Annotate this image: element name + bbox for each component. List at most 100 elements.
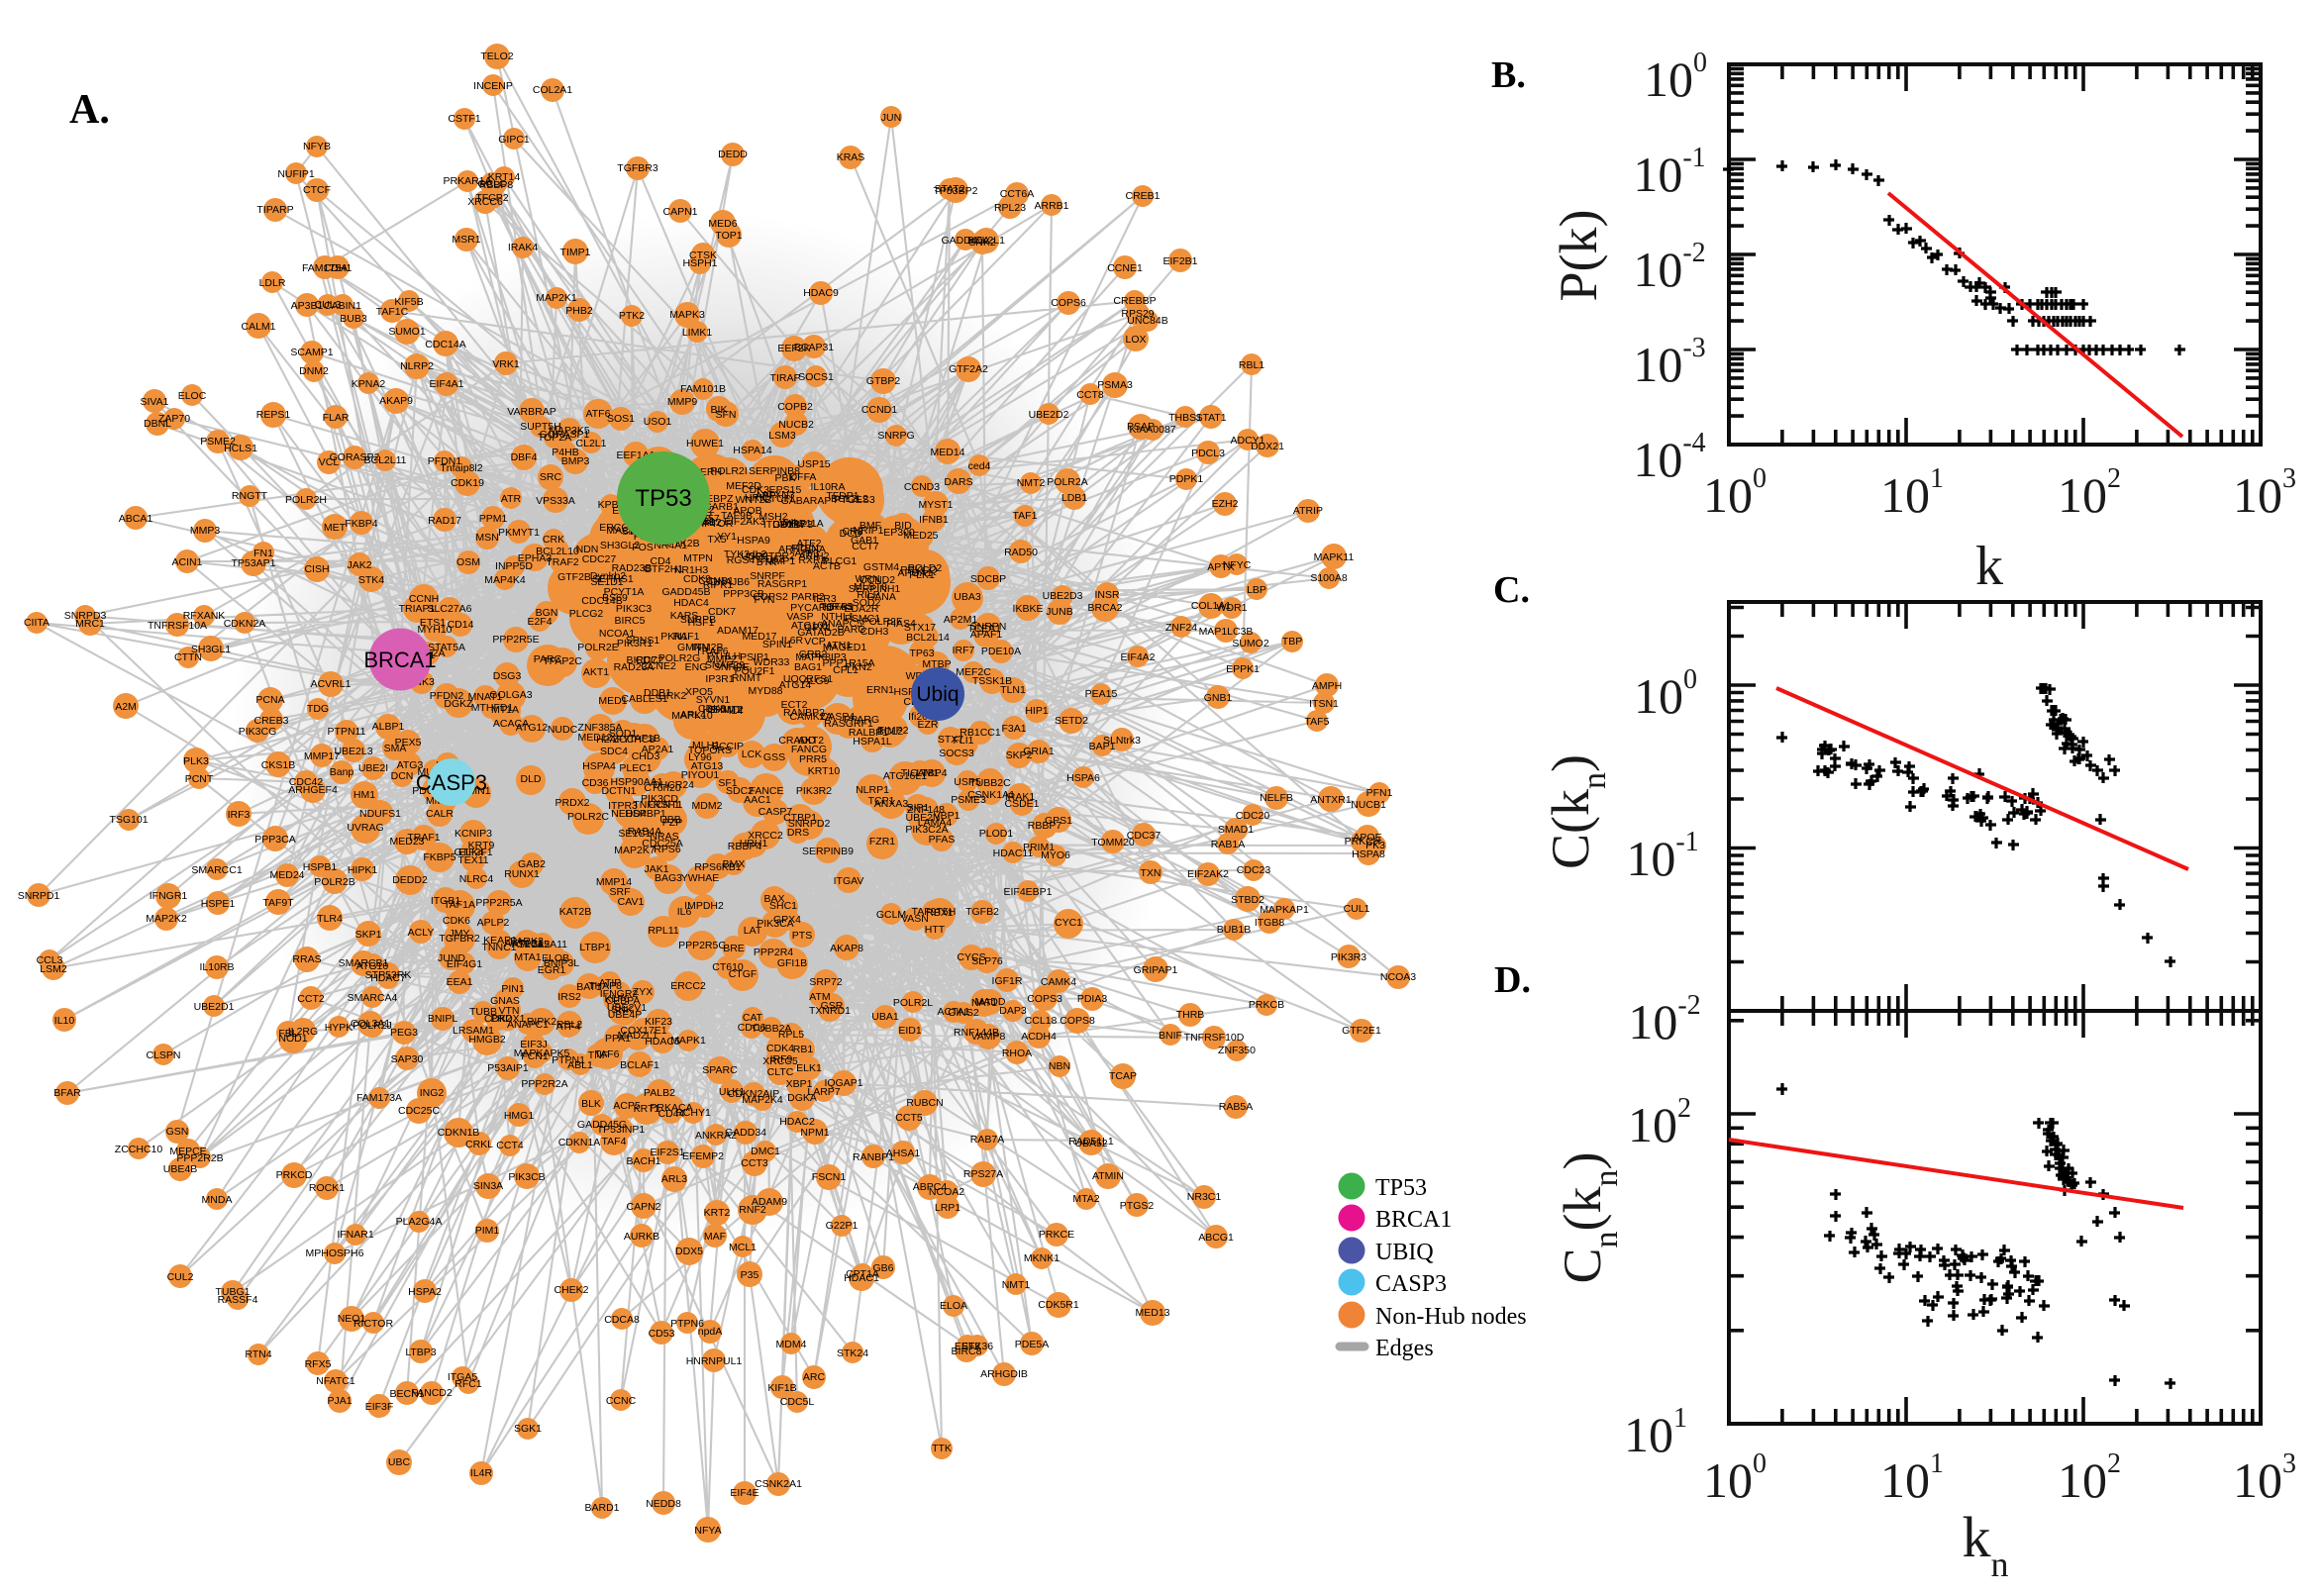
svg-text:RGS4: RGS4	[727, 554, 756, 566]
svg-text:ELK1: ELK1	[796, 1062, 822, 1074]
svg-text:RASGRP1: RASGRP1	[758, 578, 807, 590]
svg-text:PTPN11: PTPN11	[328, 726, 366, 738]
svg-text:CAPN1: CAPN1	[662, 206, 697, 218]
svg-text:SETD2: SETD2	[1055, 715, 1088, 727]
svg-text:POLD2: POLD2	[908, 562, 943, 574]
svg-text:PIN1: PIN1	[501, 983, 525, 995]
svg-text:IP3R1: IP3R1	[705, 673, 734, 685]
svg-text:UBE4B: UBE4B	[163, 1163, 197, 1175]
svg-text:ATRIP: ATRIP	[1293, 505, 1323, 517]
svg-text:SH3GL2: SH3GL2	[600, 540, 640, 551]
svg-text:MTA1: MTA1	[514, 951, 541, 963]
svg-text:IL4R: IL4R	[470, 1467, 493, 1479]
svg-text:BID: BID	[894, 520, 912, 532]
svg-text:ELOB: ELOB	[542, 952, 569, 964]
svg-text:PSME3: PSME3	[951, 794, 986, 806]
svg-text:ABPC4: ABPC4	[913, 1181, 948, 1193]
svg-text:IKBKE: IKBKE	[1013, 603, 1044, 615]
svg-text:NFATC1: NFATC1	[316, 1375, 355, 1387]
svg-text:ADAM9: ADAM9	[752, 1196, 787, 1208]
svg-text:MLH1: MLH1	[692, 740, 720, 751]
svg-text:HMGB2: HMGB2	[468, 1034, 506, 1046]
svg-text:TIPARP: TIPARP	[256, 204, 293, 216]
svg-text:GRIPAP1: GRIPAP1	[1134, 964, 1178, 976]
svg-text:MCL1: MCL1	[729, 1242, 757, 1253]
svg-text:ALBP1: ALBP1	[372, 721, 405, 733]
svg-text:DCN: DCN	[391, 770, 414, 782]
svg-text:EPHA3: EPHA3	[518, 552, 553, 564]
svg-text:GINS2: GINS2	[948, 1007, 979, 1019]
svg-text:COX17E1: COX17E1	[620, 1025, 666, 1037]
svg-text:ARHGEF4: ARHGEF4	[288, 784, 338, 796]
svg-text:DGKZ: DGKZ	[444, 698, 473, 710]
svg-text:TFAP2C: TFAP2C	[543, 655, 582, 667]
svg-text:RAD23B: RAD23B	[612, 562, 653, 574]
svg-text:HSPH1: HSPH1	[682, 257, 717, 269]
svg-text:CYCS: CYCS	[957, 951, 985, 963]
svg-text:ERN1: ERN1	[866, 684, 894, 696]
svg-text:RPL11: RPL11	[648, 925, 678, 937]
svg-text:XRCC6: XRCC6	[467, 196, 503, 208]
svg-text:PTK2: PTK2	[619, 310, 645, 322]
svg-text:FLI1: FLI1	[953, 735, 973, 747]
svg-text:HEXIM1: HEXIM1	[702, 704, 741, 716]
svg-text:DARS: DARS	[944, 476, 972, 488]
svg-text:MMP2: MMP2	[707, 653, 737, 665]
svg-text:LAT: LAT	[744, 925, 762, 937]
svg-text:MAP3K5: MAP3K5	[549, 425, 590, 437]
svg-text:SIN3A: SIN3A	[473, 1180, 503, 1192]
svg-text:NR3C1: NR3C1	[1187, 1191, 1222, 1203]
svg-text:CCT3: CCT3	[741, 1157, 768, 1169]
svg-text:CRK: CRK	[543, 534, 564, 546]
svg-text:MMP9: MMP9	[667, 396, 697, 408]
svg-text:GADD45B: GADD45B	[661, 586, 710, 598]
svg-text:TXNRD1: TXNRD1	[809, 1005, 851, 1017]
svg-text:APOE: APOE	[1353, 832, 1381, 844]
svg-text:RILP: RILP	[857, 589, 879, 601]
svg-text:VCP: VCP	[804, 636, 826, 648]
svg-text:NMT1: NMT1	[1002, 1279, 1031, 1291]
svg-text:KARS: KARS	[670, 610, 699, 622]
svg-text:ELOA: ELOA	[940, 1300, 967, 1312]
svg-text:MMP14: MMP14	[596, 876, 632, 888]
svg-text:STAT1: STAT1	[1195, 412, 1226, 424]
svg-text:MAPKAP1: MAPKAP1	[1260, 904, 1309, 916]
svg-text:RAF1: RAF1	[673, 631, 700, 643]
svg-text:PSIP1: PSIP1	[740, 651, 769, 663]
svg-text:PTS: PTS	[792, 930, 812, 942]
svg-text:NEDD4: NEDD4	[611, 808, 647, 820]
svg-text:ITGB8: ITGB8	[1255, 917, 1285, 929]
svg-text:CSNK1A1: CSNK1A1	[967, 789, 1015, 801]
svg-text:TAF1C: TAF1C	[376, 306, 409, 318]
svg-text:SLP76: SLP76	[971, 955, 1003, 967]
svg-text:KAT2B: KAT2B	[559, 906, 591, 918]
svg-text:EIF4EBP1: EIF4EBP1	[1003, 886, 1052, 898]
svg-text:CREB3: CREB3	[253, 715, 288, 727]
svg-text:GCLC: GCLC	[477, 178, 507, 190]
svg-text:BCL2L14: BCL2L14	[906, 632, 950, 644]
svg-text:RNGTT: RNGTT	[232, 490, 268, 502]
svg-text:STK36: STK36	[961, 1341, 993, 1352]
svg-text:SUPT5H: SUPT5H	[520, 421, 560, 433]
svg-text:DRS: DRS	[787, 827, 809, 839]
svg-text:SHC1: SHC1	[769, 900, 797, 912]
svg-text:PIK3CD: PIK3CD	[641, 793, 678, 805]
svg-text:GORASP1: GORASP1	[540, 429, 590, 441]
svg-text:SCAMP1: SCAMP1	[290, 347, 333, 358]
svg-text:DDB1: DDB1	[644, 687, 671, 699]
svg-text:EIF4A2: EIF4A2	[1120, 651, 1155, 663]
svg-text:BCLAF1: BCLAF1	[620, 1059, 659, 1071]
svg-text:LSM3: LSM3	[768, 430, 796, 442]
svg-text:RPL23: RPL23	[994, 202, 1026, 214]
svg-text:TAF1A: TAF1A	[444, 899, 475, 911]
svg-text:POLR2G: POLR2G	[658, 652, 701, 664]
svg-text:GOLGA3: GOLGA3	[489, 689, 532, 701]
svg-text:NAT1: NAT1	[971, 997, 997, 1009]
svg-text:JUND: JUND	[438, 952, 465, 964]
svg-text:CDCA8: CDCA8	[604, 1314, 640, 1326]
svg-text:HUWE1: HUWE1	[686, 438, 724, 449]
svg-text:HNRNPUL1: HNRNPUL1	[686, 1355, 743, 1367]
svg-text:ZNF385A: ZNF385A	[578, 722, 623, 734]
svg-text:SPARC: SPARC	[702, 1064, 738, 1076]
svg-text:EEA1: EEA1	[447, 976, 473, 988]
